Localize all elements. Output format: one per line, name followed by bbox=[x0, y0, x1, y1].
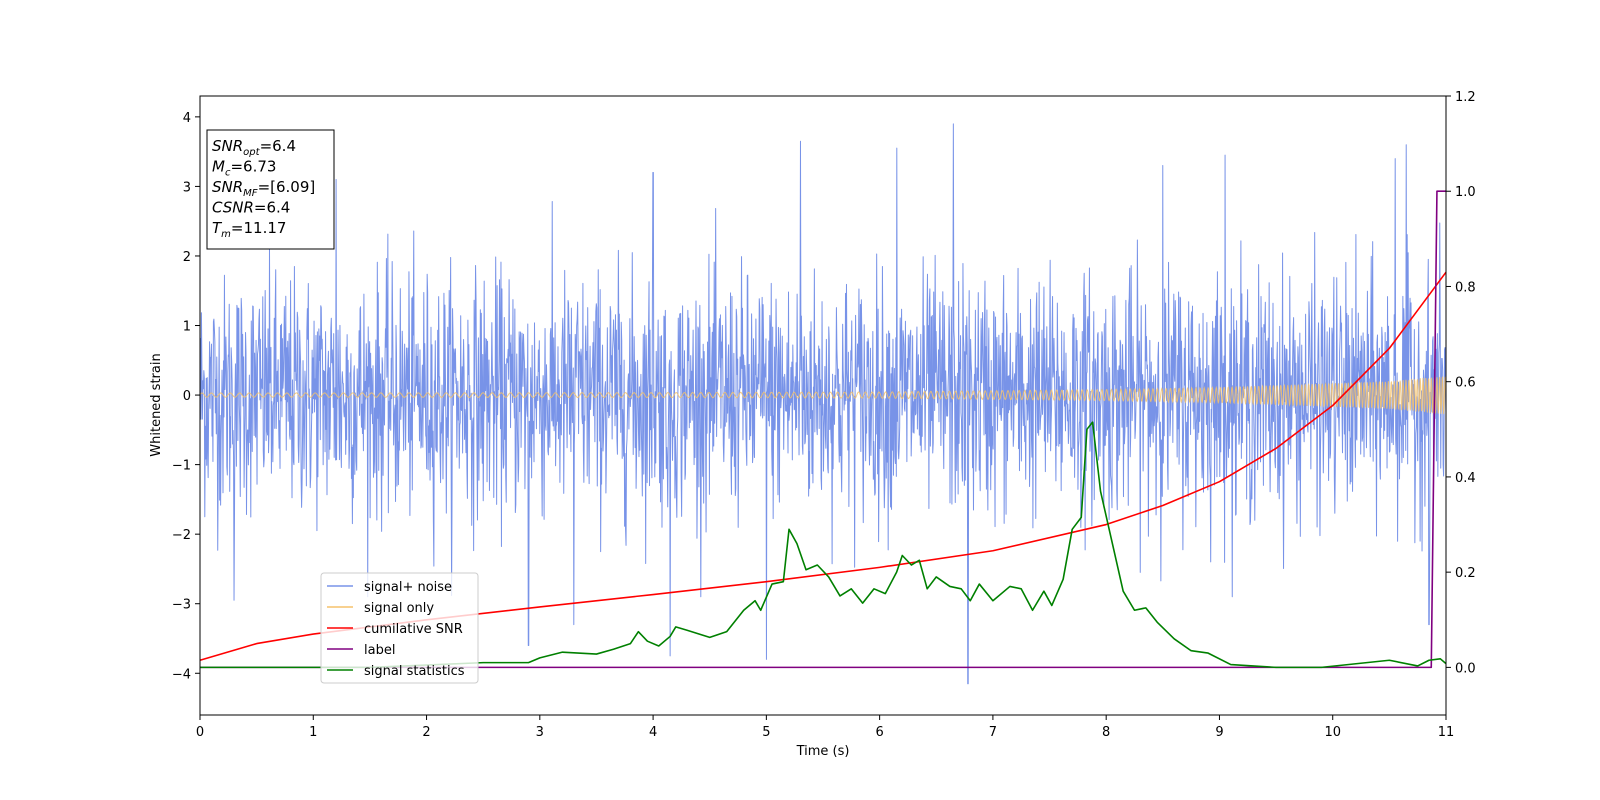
x-tick-label: 3 bbox=[536, 725, 544, 740]
y-axis-label: Whitened strain bbox=[149, 353, 164, 456]
y-right-tick-label: 0.4 bbox=[1455, 471, 1476, 486]
y-tick-label: 4 bbox=[183, 111, 191, 126]
y-tick-label: −4 bbox=[172, 667, 191, 682]
y-right-tick-label: 0.0 bbox=[1455, 661, 1476, 676]
annotation-line: Mc=6.73 bbox=[212, 158, 276, 179]
series-signal-only-line bbox=[199, 376, 1447, 415]
legend-label-cumilative-snr: cumilative SNR bbox=[364, 622, 463, 637]
x-axis: 0 1 2 3 4 5 6 7 8 9 10 11 bbox=[196, 715, 1454, 740]
y-right-tick-label: 1.2 bbox=[1455, 90, 1476, 105]
y-tick-label: 2 bbox=[183, 250, 191, 265]
annotation-frame bbox=[206, 129, 335, 250]
annotation-line: CSNR=6.4 bbox=[212, 199, 290, 217]
plot-frame bbox=[199, 95, 1447, 716]
x-tick-label: 0 bbox=[196, 725, 204, 740]
series-signal-statistics-line bbox=[200, 421, 1447, 669]
x-tick-label: 7 bbox=[989, 725, 997, 740]
legend-label-signal-noise: signal+ noise bbox=[364, 580, 452, 595]
y-right-tick-label: 0.8 bbox=[1455, 280, 1476, 295]
legend-frame bbox=[320, 572, 479, 684]
x-tick-label: 6 bbox=[875, 725, 883, 740]
x-tick-label: 2 bbox=[422, 725, 430, 740]
legend-label-signal-statistics: signal statistics bbox=[364, 664, 465, 679]
y-axis-left: 4 3 2 1 0 −1 −2 −3 −4 bbox=[172, 111, 200, 682]
annotation-line: Tm=11.17 bbox=[212, 219, 286, 240]
series-signal-noise-line bbox=[199, 123, 1447, 685]
y-right-tick-label: 0.6 bbox=[1455, 376, 1476, 391]
y-tick-label: −1 bbox=[172, 459, 191, 474]
y-tick-label: 0 bbox=[183, 389, 191, 404]
y-tick-label: −2 bbox=[172, 528, 191, 543]
y-tick-label: 1 bbox=[183, 320, 191, 335]
legend-label-label: label bbox=[364, 643, 395, 658]
x-tick-label: 1 bbox=[309, 725, 317, 740]
x-tick-label: 9 bbox=[1215, 725, 1223, 740]
x-tick-label: 8 bbox=[1102, 725, 1110, 740]
y-right-tick-label: 0.2 bbox=[1455, 566, 1476, 581]
x-tick-label: 4 bbox=[649, 725, 657, 740]
y-right-tick-label: 1.0 bbox=[1455, 185, 1476, 200]
x-axis-label: Time (s) bbox=[796, 744, 850, 759]
y-axis-right: 1.2 1.0 0.8 0.6 0.4 0.2 0.0 bbox=[1446, 90, 1476, 676]
annotation-line: SNRopt=6.4 bbox=[212, 137, 296, 158]
legend: signal+ noise signal only cumilative SNR la… bbox=[320, 572, 479, 684]
x-tick-label: 5 bbox=[762, 725, 770, 740]
x-tick-label: 11 bbox=[1438, 725, 1455, 740]
x-tick-label: 10 bbox=[1324, 725, 1341, 740]
y-tick-label: 3 bbox=[183, 180, 191, 195]
annotation-line: SNRMF=[6.09] bbox=[212, 178, 315, 199]
series-label-line bbox=[200, 190, 1446, 669]
legend-label-signal-only: signal only bbox=[364, 601, 434, 616]
y-tick-label: −3 bbox=[172, 598, 191, 613]
